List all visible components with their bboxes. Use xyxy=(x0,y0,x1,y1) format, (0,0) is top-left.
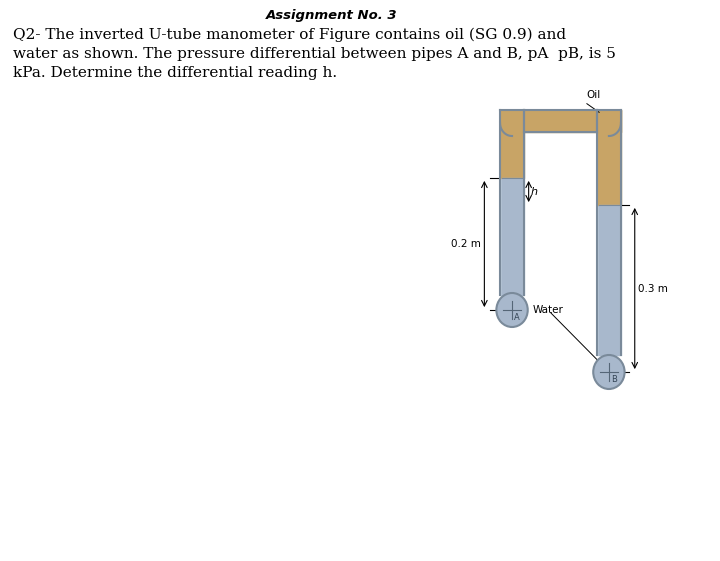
Text: B: B xyxy=(611,375,616,384)
Circle shape xyxy=(496,293,528,327)
Text: A: A xyxy=(514,313,520,322)
Text: Oil: Oil xyxy=(586,90,600,100)
Text: water as shown. The pressure differential between pipes A and B, pA  pB, is 5: water as shown. The pressure differentia… xyxy=(13,47,616,61)
Text: 0.2 m: 0.2 m xyxy=(451,239,481,249)
Text: h: h xyxy=(531,186,538,196)
Text: Assignment No. 3: Assignment No. 3 xyxy=(266,9,398,22)
Text: Water: Water xyxy=(532,305,563,315)
Circle shape xyxy=(593,355,625,389)
Text: kPa. Determine the differential reading h.: kPa. Determine the differential reading … xyxy=(13,66,337,80)
Text: 0.3 m: 0.3 m xyxy=(639,283,668,293)
Text: Q2- The inverted U-tube manometer of Figure contains oil (SG 0.9) and: Q2- The inverted U-tube manometer of Fig… xyxy=(13,28,566,43)
